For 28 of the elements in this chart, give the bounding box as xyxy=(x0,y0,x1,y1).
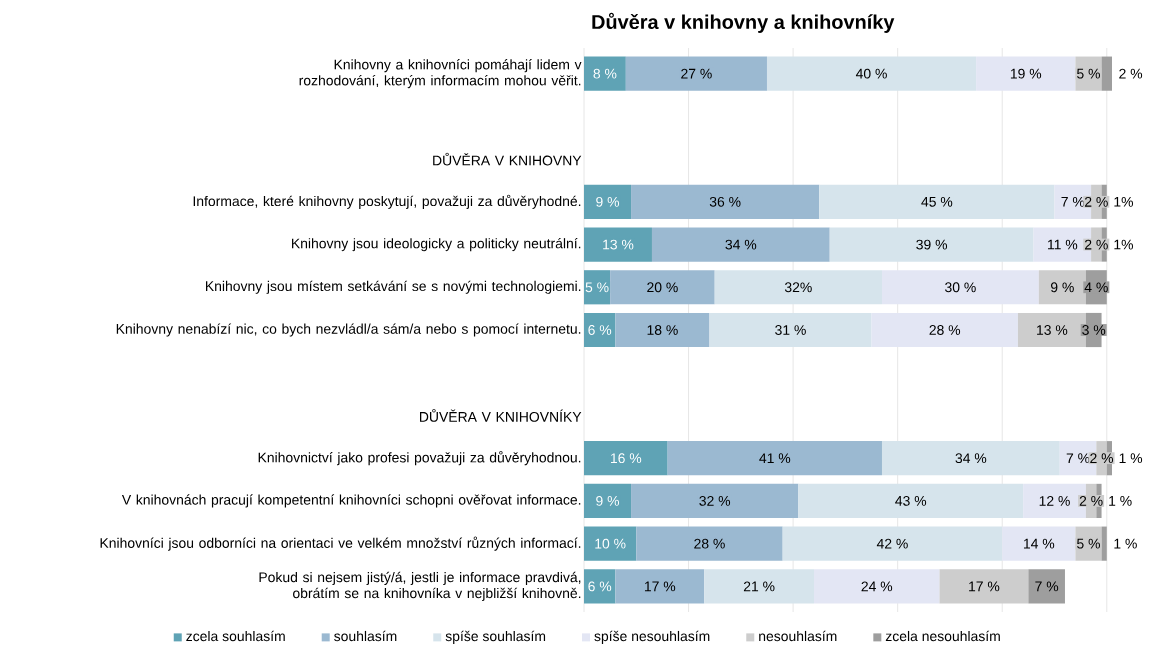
bar xyxy=(610,270,715,305)
bar xyxy=(939,569,1029,604)
bar xyxy=(1101,526,1107,561)
bar xyxy=(625,56,767,91)
bar xyxy=(814,569,940,604)
bar xyxy=(976,56,1076,91)
bar xyxy=(631,184,820,219)
bar xyxy=(881,441,1060,476)
chart-title: Důvěra v knihovny a knihovníky xyxy=(592,12,895,33)
bar xyxy=(631,483,799,519)
bar xyxy=(709,312,872,348)
bar xyxy=(881,270,1039,305)
bar xyxy=(636,526,783,561)
bar xyxy=(704,569,815,604)
bar xyxy=(766,56,977,91)
bar xyxy=(615,312,710,348)
bar xyxy=(584,227,652,262)
bar xyxy=(615,569,705,604)
bar xyxy=(782,526,1003,561)
bar xyxy=(651,227,830,262)
bar xyxy=(829,227,1034,262)
bar xyxy=(584,441,668,476)
bar xyxy=(819,184,1055,219)
bar xyxy=(667,441,882,476)
bar xyxy=(798,483,1024,519)
bar xyxy=(1101,56,1113,91)
bar xyxy=(714,270,882,305)
bar xyxy=(871,312,1018,348)
